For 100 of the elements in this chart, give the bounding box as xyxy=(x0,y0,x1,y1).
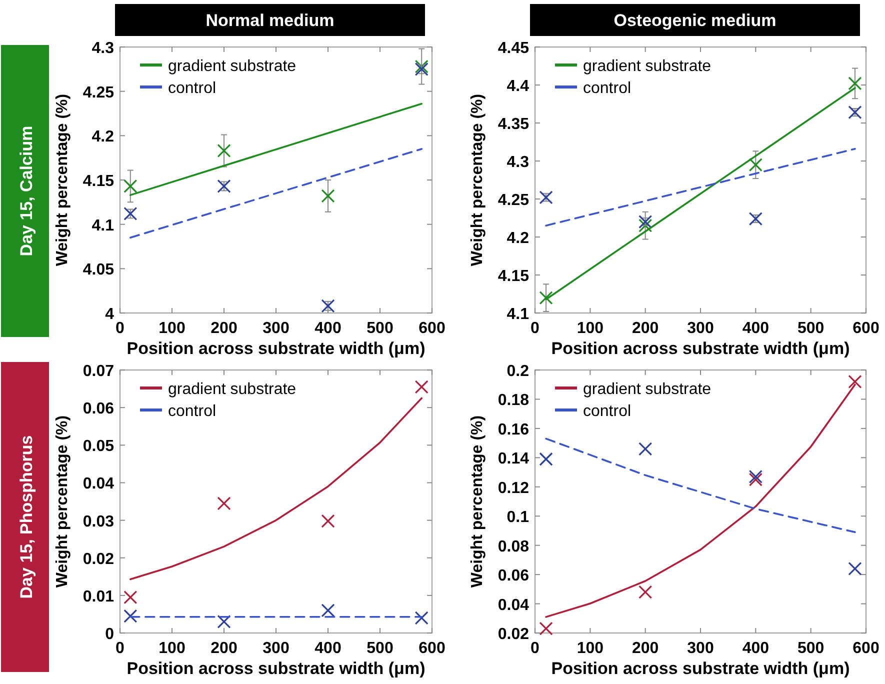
y-tick-label: 0.05 xyxy=(82,438,114,456)
x-tick-label: 500 xyxy=(797,320,824,337)
point xyxy=(748,472,762,486)
point xyxy=(321,189,335,203)
point xyxy=(321,514,335,528)
y-tick-label: 4.25 xyxy=(498,192,530,209)
x-tick-label: 200 xyxy=(210,640,238,657)
point xyxy=(124,609,138,623)
y-tick-label: 0.04 xyxy=(498,596,530,614)
y-tick-label: 4.05 xyxy=(82,262,114,279)
legend-label: control xyxy=(583,403,632,420)
y-tick-label: 0.2 xyxy=(506,363,530,380)
y-tick-label: 0.16 xyxy=(498,421,530,438)
x-tick-label: 400 xyxy=(742,640,770,657)
legend-label: gradient substrate xyxy=(168,381,296,398)
y-tick-label: 0.02 xyxy=(82,550,114,568)
legend-label: control xyxy=(168,80,216,97)
y-tick-label: 4 xyxy=(105,306,114,323)
point xyxy=(217,144,231,158)
x-tick-label: 100 xyxy=(158,640,186,657)
y-tick-label: 0.08 xyxy=(498,538,530,556)
point xyxy=(638,215,652,229)
point xyxy=(638,585,652,599)
y-tick-label: 0.06 xyxy=(498,568,530,585)
x-tick-label: 200 xyxy=(632,640,659,657)
legend-label: gradient substrate xyxy=(583,58,712,75)
legend-label: control xyxy=(168,403,216,420)
x-tick-label: 200 xyxy=(210,320,238,337)
point xyxy=(848,106,862,120)
x-tick-label: 400 xyxy=(314,640,342,657)
y-axis-title: Weight percentage (%) xyxy=(469,94,486,266)
y-tick-label: 4.2 xyxy=(92,128,114,146)
y-tick-label: 0.02 xyxy=(498,626,530,643)
x-axis-title: Position across substrate width (μm) xyxy=(551,339,850,358)
point xyxy=(539,452,553,466)
y-tick-label: 4.3 xyxy=(92,40,114,57)
y-tick-label: 0.12 xyxy=(498,480,530,497)
point xyxy=(124,179,138,194)
point xyxy=(414,60,428,74)
y-axis-title: Weight percentage (%) xyxy=(469,415,486,588)
x-tick-label: 300 xyxy=(262,640,290,657)
text: Day 15, Calcium xyxy=(17,126,36,256)
legend-label: control xyxy=(583,80,632,97)
y-tick-label: 0.03 xyxy=(82,513,114,530)
point xyxy=(638,442,652,456)
x-tick-label: 400 xyxy=(314,320,342,337)
point xyxy=(217,614,231,629)
x-tick-label: 100 xyxy=(576,640,604,657)
point xyxy=(748,470,762,484)
y-axis-title: Weight percentage (%) xyxy=(54,94,71,266)
x-tick-label: 500 xyxy=(797,640,824,657)
point xyxy=(539,622,553,636)
chart-title: Osteogenic medium xyxy=(614,11,776,30)
y-tick-label: 0.04 xyxy=(82,476,114,493)
point xyxy=(848,562,862,576)
x-tick-label: 600 xyxy=(418,640,446,657)
x-tick-label: 600 xyxy=(418,320,446,337)
line-series xyxy=(130,397,422,580)
point xyxy=(539,190,553,204)
point xyxy=(321,299,335,313)
point xyxy=(414,62,428,76)
point xyxy=(539,291,553,305)
x-tick-label: 500 xyxy=(366,640,394,657)
point xyxy=(124,590,138,604)
y-tick-label: 0 xyxy=(105,626,114,643)
y-tick-label: 0.1 xyxy=(506,509,530,526)
y-axis-title: Weight percentage (%) xyxy=(54,415,71,588)
x-tick-label: 600 xyxy=(852,640,880,657)
point xyxy=(748,212,762,226)
x-tick-label: 600 xyxy=(852,320,880,337)
y-tick-label: 0.14 xyxy=(498,450,530,468)
legend-label: gradient substrate xyxy=(583,381,712,398)
chart-title: Normal medium xyxy=(206,11,334,30)
y-tick-label: 0.01 xyxy=(82,588,114,606)
text: Day 15, Phosphorus xyxy=(17,435,36,599)
y-tick-label: 0.18 xyxy=(498,392,530,410)
point xyxy=(848,374,862,388)
y-tick-label: 4.3 xyxy=(506,154,530,171)
point xyxy=(638,218,652,232)
x-tick-label: 400 xyxy=(742,320,770,337)
x-tick-label: 0 xyxy=(116,640,125,657)
y-tick-label: 4.4 xyxy=(506,78,530,95)
x-tick-label: 300 xyxy=(687,640,714,657)
y-tick-label: 4.1 xyxy=(506,306,530,323)
legend-label: gradient substrate xyxy=(168,58,296,75)
x-axis-title: Position across substrate width (μm) xyxy=(551,659,850,678)
y-tick-label: 4.15 xyxy=(498,268,530,285)
x-tick-label: 100 xyxy=(158,320,186,337)
x-tick-label: 0 xyxy=(116,320,125,337)
x-axis-title: Position across substrate width (μm) xyxy=(126,339,426,358)
y-tick-label: 0.07 xyxy=(82,363,114,380)
x-tick-label: 500 xyxy=(366,320,394,337)
y-tick-label: 4.35 xyxy=(498,116,530,133)
point xyxy=(217,496,231,510)
point xyxy=(414,611,428,625)
x-tick-label: 300 xyxy=(262,320,290,337)
point xyxy=(748,158,762,172)
x-tick-label: 0 xyxy=(530,320,540,337)
y-tick-label: 4.15 xyxy=(82,173,114,190)
point xyxy=(217,179,231,194)
